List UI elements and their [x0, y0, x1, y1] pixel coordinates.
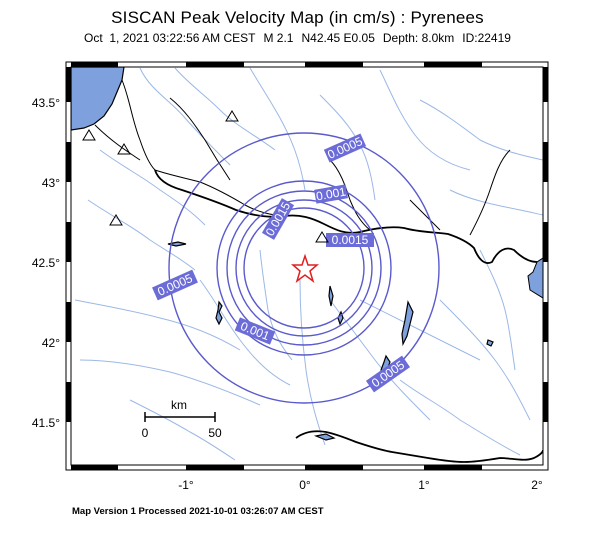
pgv-contours: [168, 132, 440, 404]
country-border: [154, 169, 543, 463]
station-triangle-icon: [82, 129, 96, 141]
x-tick-label: 2°: [531, 478, 543, 492]
y-tick-label: 43°: [42, 176, 60, 190]
sea-bay-of-biscay: [71, 67, 125, 131]
x-tick-label: -1°: [178, 478, 194, 492]
scale-end: 50: [208, 426, 222, 440]
contour-ring-0.0015: [243, 207, 365, 329]
scale-bar: km 0 50: [142, 398, 222, 440]
event-datetime: Oct 1, 2021 03:22:56 AM CEST: [84, 31, 256, 45]
rivers: [74, 67, 543, 461]
event-location: N42.45 E0.05: [301, 31, 375, 45]
scale-unit: km: [171, 398, 187, 412]
axis-labels: -1° 0° 1° 2° 43.5° 43° 42.5° 42° 41.5°: [32, 96, 543, 492]
station-triangle-icon: [117, 143, 131, 155]
contour-ring-0.0005: [168, 132, 440, 404]
y-tick-label: 42.5°: [32, 256, 60, 270]
contour-ring-0.001: [216, 180, 392, 356]
x-tick-label: 0°: [299, 478, 311, 492]
scale-start: 0: [142, 426, 149, 440]
event-info: Oct 1, 2021 03:22:56 AM CEST M 2.1 N42.45 …: [0, 31, 595, 45]
stations: [82, 110, 329, 243]
event-magnitude: M 2.1: [263, 31, 294, 45]
y-tick-label: 41.5°: [32, 416, 60, 430]
contour-label-0015-right: 0.0015: [326, 233, 374, 247]
svg-text:0.001: 0.001: [315, 184, 347, 203]
reservoirs: [167, 241, 494, 441]
station-triangle-icon: [109, 214, 123, 226]
station-triangle-icon: [315, 231, 329, 243]
contour-label-001-top: 0.001: [314, 184, 348, 204]
map-area: [71, 67, 543, 465]
svg-text:0.0015: 0.0015: [332, 233, 369, 247]
y-tick-label: 43.5°: [32, 96, 60, 110]
contour-ring-mid: [235, 199, 373, 337]
map-frame: [65, 61, 549, 471]
epicenter-star-icon: [290, 253, 320, 283]
y-tick-label: 42°: [42, 336, 60, 350]
x-tick-label: 1°: [418, 478, 430, 492]
contour-ring-inner: [226, 190, 382, 346]
event-depth: Depth: 8.0km: [382, 31, 455, 45]
station-triangle-icon: [225, 110, 239, 122]
map-title: SISCAN Peak Velocity Map (in cm/s) : Pyr…: [111, 8, 484, 27]
processing-footer: Map Version 1 Processed 2021-10-01 03:26…: [72, 506, 324, 517]
event-id: ID:22419: [462, 31, 511, 45]
